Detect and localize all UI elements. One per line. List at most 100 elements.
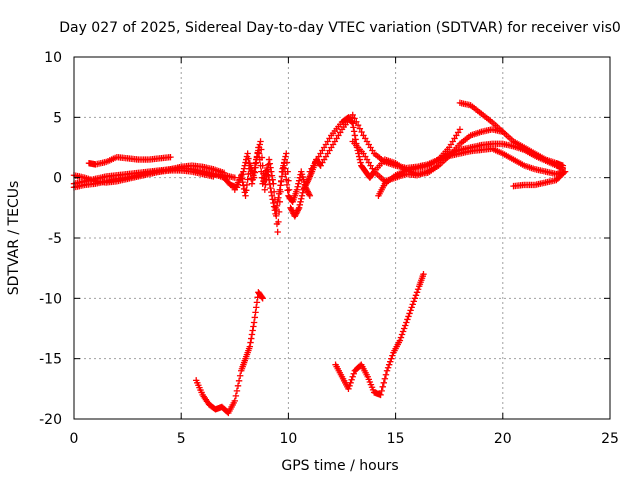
data-point (268, 188, 275, 196)
grid (74, 57, 610, 419)
data-point (399, 328, 407, 335)
x-tick-label: 15 (387, 431, 405, 447)
data-point (253, 299, 261, 306)
data-point (377, 391, 384, 399)
series-track-f (231, 144, 314, 218)
data-point (253, 159, 260, 166)
data-point (251, 169, 259, 176)
data-point (258, 294, 266, 301)
x-axis-ticks: 0 5 10 15 20 25 (70, 57, 619, 447)
data-point (456, 126, 464, 133)
y-tick-label: 0 (53, 171, 62, 187)
data-point (242, 192, 249, 199)
data-point (238, 175, 246, 182)
data-point (248, 331, 256, 338)
data-point (258, 168, 265, 175)
series-track-d (85, 153, 174, 168)
data-point (306, 192, 314, 199)
data-point (305, 191, 313, 198)
data-point (351, 132, 359, 139)
data-point (560, 169, 567, 177)
data-point (412, 292, 420, 299)
data-point (250, 319, 258, 326)
data-point (265, 156, 273, 163)
y-tick-label: 10 (44, 50, 62, 66)
data-point (267, 184, 274, 192)
data-point (409, 301, 416, 308)
series-track-n (193, 289, 266, 417)
y-axis-label: SDTVAR / TECUs (6, 181, 22, 296)
data-point (268, 192, 276, 199)
data-point (553, 176, 560, 184)
data-point (247, 339, 254, 346)
data-point (274, 228, 281, 236)
data-point (295, 204, 303, 212)
data-point (282, 170, 289, 178)
data-point (347, 379, 354, 386)
data-point (414, 286, 422, 293)
series-track-k (456, 99, 567, 169)
data-point (234, 382, 242, 390)
data-point (346, 382, 353, 390)
data-point (556, 174, 563, 181)
data-point (278, 177, 285, 185)
y-tick-label: -5 (48, 231, 62, 247)
data-point (356, 125, 364, 132)
data-point (358, 128, 365, 136)
data-point (252, 309, 259, 316)
data-point (236, 372, 244, 379)
data-point (408, 304, 415, 311)
data-point (244, 150, 251, 157)
data-point (244, 176, 251, 183)
y-axis-ticks: -20 -15 -10 -5 0 5 10 (39, 50, 610, 428)
data-point (413, 289, 421, 296)
y-tick-label: 5 (53, 110, 62, 126)
data-point (305, 189, 312, 197)
data-point (264, 168, 271, 176)
data-point (296, 174, 304, 181)
data-point (238, 172, 245, 179)
data-point (410, 298, 418, 305)
data-point (397, 334, 405, 341)
data-point (554, 175, 562, 182)
data-point (296, 201, 304, 209)
data-point (405, 313, 412, 320)
series-track-m (510, 168, 569, 190)
data-point (383, 367, 391, 374)
data-point (255, 150, 263, 157)
data-point (273, 202, 281, 210)
data-point (259, 295, 266, 302)
data-point (232, 392, 240, 400)
y-tick-label: -15 (39, 352, 62, 368)
data-point (275, 190, 283, 197)
data-point (293, 210, 300, 217)
data-point (249, 327, 256, 334)
data-point (406, 310, 413, 317)
data-point (294, 207, 301, 214)
data-point (265, 172, 272, 180)
data-point (277, 182, 284, 189)
data-point (378, 387, 385, 395)
series-track-l (435, 145, 569, 178)
data-point (255, 144, 262, 151)
data-point (295, 180, 302, 187)
data-point (266, 160, 274, 167)
data-point (280, 164, 287, 171)
data-point (304, 188, 311, 195)
data-point (243, 181, 251, 189)
data-point (265, 176, 273, 184)
data-point (349, 373, 356, 380)
data-point (167, 153, 174, 161)
data-point (235, 377, 243, 384)
data-point (287, 204, 294, 212)
data-point (284, 187, 291, 194)
data-point (400, 325, 408, 332)
data-point (256, 156, 264, 163)
data-point (248, 180, 256, 187)
data-point (269, 196, 276, 203)
data-point (381, 375, 389, 382)
data-point (280, 159, 288, 167)
data-point (303, 185, 310, 192)
data-point (557, 172, 564, 180)
